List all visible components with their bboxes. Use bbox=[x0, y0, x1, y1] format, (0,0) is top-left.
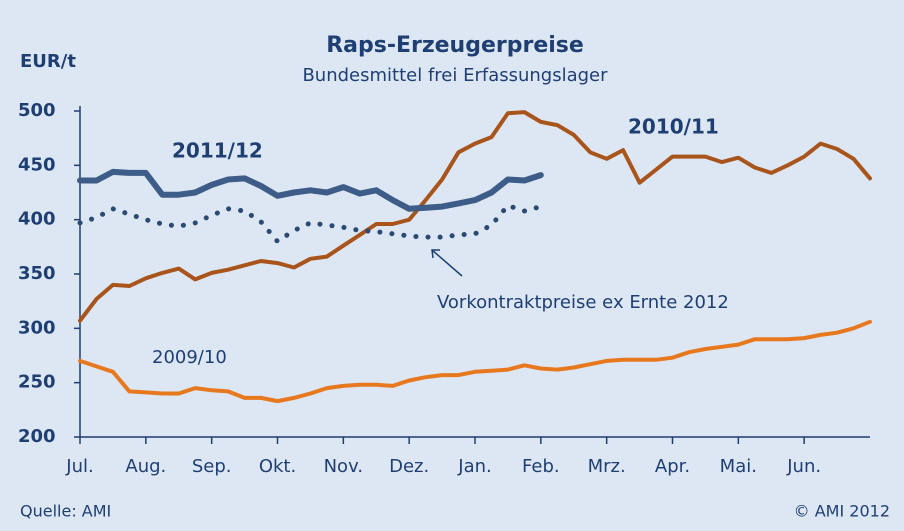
x-tick-label: Dez. bbox=[389, 456, 429, 477]
x-tick-label: Feb. bbox=[522, 456, 560, 477]
y-tick-label: 200 bbox=[18, 426, 56, 447]
series-line bbox=[77, 168, 544, 212]
y-tick-label: 250 bbox=[18, 372, 56, 393]
x-tick-label: Jul. bbox=[65, 456, 93, 477]
series-label: 2009/10 bbox=[152, 347, 227, 368]
x-tick-label: Jun. bbox=[786, 456, 821, 477]
x-tick-label: Okt. bbox=[259, 456, 296, 477]
x-tick-label: Apr. bbox=[655, 456, 690, 477]
x-tick-label: Aug. bbox=[125, 456, 166, 477]
series-label: 2010/11 bbox=[628, 115, 719, 139]
series-label: 2011/12 bbox=[172, 139, 263, 163]
x-tick-label: Mai. bbox=[720, 456, 757, 477]
series-line bbox=[78, 319, 872, 404]
x-tick-label: Nov. bbox=[324, 456, 363, 477]
y-tick-label: 350 bbox=[18, 263, 56, 284]
source: Quelle: AMI bbox=[20, 502, 111, 521]
annotation-arrowhead bbox=[431, 249, 440, 259]
annotation-arrow bbox=[431, 249, 463, 277]
copyright: © AMI 2012 bbox=[794, 502, 890, 521]
x-tick-label: Jan. bbox=[457, 456, 491, 477]
chart-subtitle: Bundesmittel frei Erfassungslager bbox=[302, 65, 608, 86]
x-tick-label: Sep. bbox=[192, 456, 232, 477]
series-line bbox=[77, 203, 544, 244]
y-tick-label: 450 bbox=[18, 154, 56, 175]
x-tick-label: Mrz. bbox=[588, 456, 626, 477]
y-axis-label: EUR/t bbox=[20, 51, 76, 72]
series-label: Vorkontraktpreise ex Ernte 2012 bbox=[437, 292, 729, 313]
chart-title: Raps-Erzeugerpreise bbox=[326, 33, 584, 58]
y-tick-label: 500 bbox=[18, 100, 56, 121]
series-line bbox=[78, 110, 872, 323]
y-tick-label: 400 bbox=[18, 209, 56, 230]
y-tick-label: 300 bbox=[18, 317, 56, 338]
